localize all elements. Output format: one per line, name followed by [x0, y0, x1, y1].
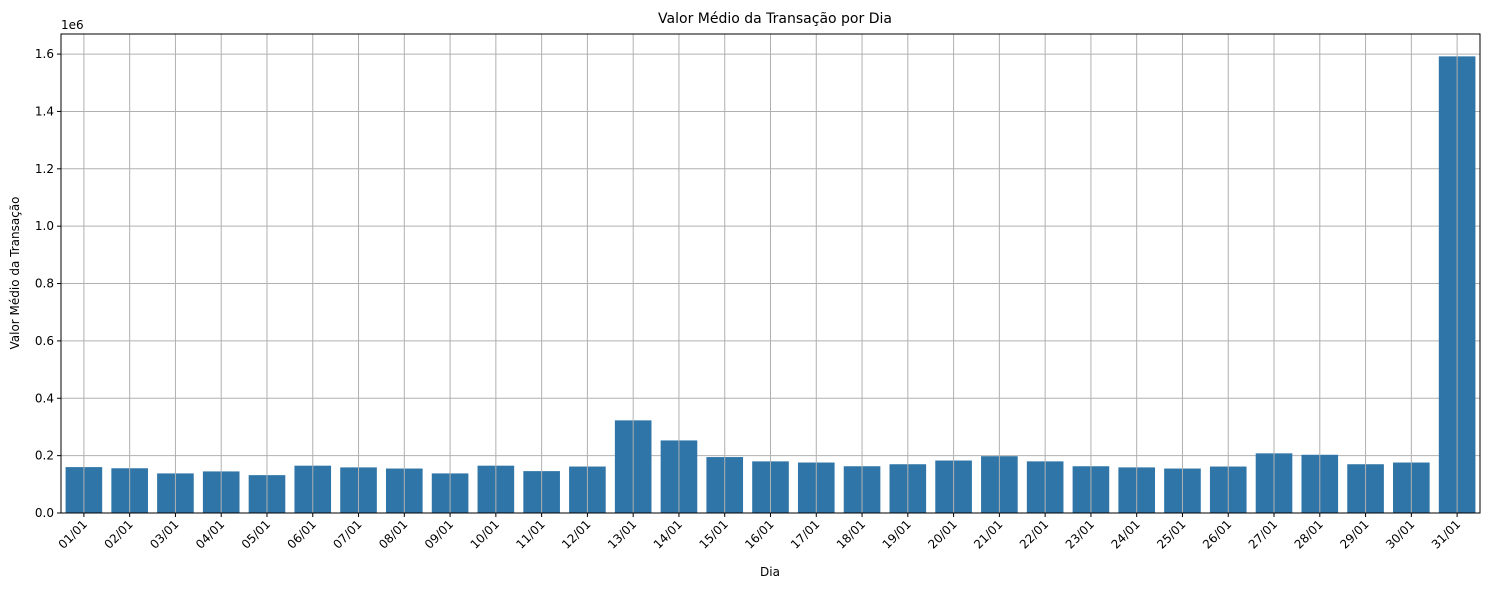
x-axis-label: Dia — [760, 565, 780, 579]
x-tick-label: 14/01 — [651, 517, 685, 551]
x-tick-label: 15/01 — [696, 517, 730, 551]
y-tick-label: 1.2 — [35, 162, 54, 176]
y-axis-label: Valor Médio da Transação — [8, 196, 22, 349]
x-tick-label: 16/01 — [742, 517, 776, 551]
chart-title: Valor Médio da Transação por Dia — [658, 11, 892, 27]
x-tick-label: 21/01 — [971, 517, 1005, 551]
x-tick-label: 04/01 — [193, 517, 227, 551]
x-tick-label: 22/01 — [1017, 517, 1051, 551]
x-tick-label: 11/01 — [513, 517, 547, 551]
x-tick-label: 05/01 — [239, 517, 273, 551]
x-tick-label: 09/01 — [422, 517, 456, 551]
y-tick-label: 1.4 — [35, 104, 54, 118]
x-tick-label: 19/01 — [880, 517, 914, 551]
x-tick-label: 08/01 — [376, 517, 410, 551]
x-tick-label: 18/01 — [834, 517, 868, 551]
y-tick-label: 0.2 — [35, 449, 54, 463]
y-tick-label: 0.4 — [35, 391, 54, 405]
x-tick-label: 31/01 — [1429, 517, 1463, 551]
x-tick-label: 25/01 — [1154, 517, 1188, 551]
x-tick-label: 30/01 — [1383, 517, 1417, 551]
x-tick-label: 23/01 — [1063, 517, 1097, 551]
y-tick-label: 0.6 — [35, 334, 54, 348]
x-tick-label: 03/01 — [147, 517, 181, 551]
x-tick-label: 06/01 — [285, 517, 319, 551]
x-tick-label: 12/01 — [559, 517, 593, 551]
x-tick-label: 28/01 — [1292, 517, 1326, 551]
x-tick-label: 13/01 — [605, 517, 639, 551]
y-tick-label: 1.6 — [35, 47, 54, 61]
y-tick-label: 0.0 — [35, 506, 54, 520]
y-ticks: 0.0 0.2 0.4 0.6 0.8 1.0 1.2 1.4 1.6 — [35, 47, 61, 520]
x-tick-label: 29/01 — [1337, 517, 1371, 551]
x-tick-label: 24/01 — [1108, 517, 1142, 551]
x-tick-label: 17/01 — [788, 517, 822, 551]
y-tick-label: 0.8 — [35, 277, 54, 291]
x-tick-label: 01/01 — [56, 517, 90, 551]
x-tick-label: 26/01 — [1200, 517, 1234, 551]
y-tick-label: 1.0 — [35, 219, 54, 233]
x-ticks: 01/01 02/01 03/01 04/01 05/01 06/01 07/01 08/01… — [56, 513, 1463, 552]
x-tick-label: 07/01 — [330, 517, 364, 551]
x-tick-label: 10/01 — [468, 517, 502, 551]
x-tick-label: 20/01 — [925, 517, 959, 551]
x-grid-layer — [83, 34, 1458, 513]
x-tick-label: 27/01 — [1246, 517, 1280, 551]
y-scale-label: 1e6 — [61, 18, 84, 32]
x-tick-label: 02/01 — [101, 517, 135, 551]
